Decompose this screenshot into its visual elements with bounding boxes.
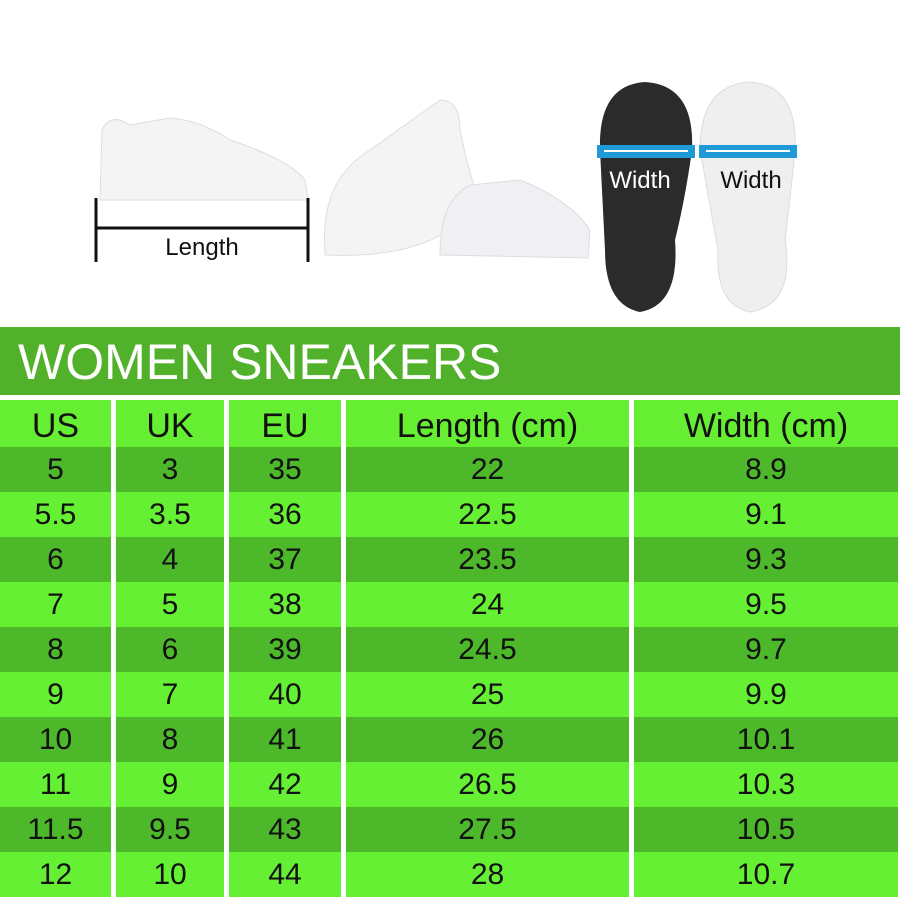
table-cell: 8.9 bbox=[634, 447, 898, 492]
table-cell: 8 bbox=[0, 627, 111, 672]
table-cell: 25 bbox=[346, 672, 629, 717]
table-cell: 9.9 bbox=[634, 672, 898, 717]
table-cell: 5 bbox=[0, 447, 111, 492]
table-cell: 9.5 bbox=[634, 582, 898, 627]
header-eu: EU bbox=[229, 400, 341, 447]
table-cell: 35 bbox=[229, 447, 341, 492]
table-cell: 7 bbox=[0, 582, 111, 627]
shoe-illustrations: Length Width Width bbox=[94, 81, 797, 313]
table-cell: 6 bbox=[116, 627, 224, 672]
column-width: Width (cm) 8.9 9.1 9.3 9.5 9.7 9.9 10.1 10.3 10.5… bbox=[634, 400, 898, 900]
table-cell: 11 bbox=[0, 762, 111, 807]
table-cell: 41 bbox=[229, 717, 341, 762]
table-cell: 12 bbox=[0, 852, 111, 897]
width-label-light: Width bbox=[720, 167, 781, 194]
table-cell: 10.3 bbox=[634, 762, 898, 807]
table-cell: 7 bbox=[116, 672, 224, 717]
table-cell: 36 bbox=[229, 492, 341, 537]
header-us: US bbox=[0, 400, 111, 447]
side-shoe-image bbox=[94, 117, 310, 262]
size-table: US 5 5.5 6 7 8 9 10 11 11.5 12 UK 3 3.5 4 5 6 7 8 9 9.5 10 EU 3… bbox=[0, 400, 900, 900]
table-cell: 10 bbox=[116, 852, 224, 897]
length-label: Length bbox=[165, 234, 238, 261]
table-cell: 10.7 bbox=[634, 852, 898, 897]
table-cell: 40 bbox=[229, 672, 341, 717]
column-uk: UK 3 3.5 4 5 6 7 8 9 9.5 10 bbox=[116, 400, 224, 900]
table-cell: 9.5 bbox=[116, 807, 224, 852]
table-cell: 10 bbox=[0, 717, 111, 762]
table-cell: 10.1 bbox=[634, 717, 898, 762]
table-cell: 22 bbox=[346, 447, 629, 492]
product-images: Length Width Width bbox=[0, 0, 900, 326]
table-cell: 26.5 bbox=[346, 762, 629, 807]
table-cell: 3 bbox=[116, 447, 224, 492]
header-length: Length (cm) bbox=[346, 400, 629, 447]
table-cell: 28 bbox=[346, 852, 629, 897]
table-cell: 9 bbox=[116, 762, 224, 807]
black-sole-image bbox=[597, 82, 695, 312]
table-cell: 4 bbox=[116, 537, 224, 582]
table-cell: 22.5 bbox=[346, 492, 629, 537]
table-cell: 9.7 bbox=[634, 627, 898, 672]
table-cell: 43 bbox=[229, 807, 341, 852]
table-cell: 24 bbox=[346, 582, 629, 627]
table-cell: 44 bbox=[229, 852, 341, 897]
table-cell: 5 bbox=[116, 582, 224, 627]
column-us: US 5 5.5 6 7 8 9 10 11 11.5 12 bbox=[0, 400, 111, 900]
table-cell: 9.1 bbox=[634, 492, 898, 537]
table-cell: 42 bbox=[229, 762, 341, 807]
table-cell: 24.5 bbox=[346, 627, 629, 672]
table-cell: 3.5 bbox=[116, 492, 224, 537]
table-cell: 23.5 bbox=[346, 537, 629, 582]
column-length: Length (cm) 22 22.5 23.5 24 24.5 25 26 26.5 27.5 2… bbox=[346, 400, 629, 900]
column-eu: EU 35 36 37 38 39 40 41 42 43 44 bbox=[229, 400, 341, 900]
table-cell: 26 bbox=[346, 717, 629, 762]
table-cell: 9.3 bbox=[634, 537, 898, 582]
white-sole-image bbox=[699, 81, 797, 313]
table-cell: 37 bbox=[229, 537, 341, 582]
table-cell: 27.5 bbox=[346, 807, 629, 852]
table-cell: 5.5 bbox=[0, 492, 111, 537]
header-uk: UK bbox=[116, 400, 224, 447]
table-cell: 6 bbox=[0, 537, 111, 582]
table-cell: 38 bbox=[229, 582, 341, 627]
table-cell: 11.5 bbox=[0, 807, 111, 852]
header-width: Width (cm) bbox=[634, 400, 898, 447]
table-cell: 10.5 bbox=[634, 807, 898, 852]
table-cell: 8 bbox=[116, 717, 224, 762]
table-cell: 39 bbox=[229, 627, 341, 672]
chart-title: WOMEN SNEAKERS bbox=[0, 327, 900, 395]
table-cell: 9 bbox=[0, 672, 111, 717]
pair-shoes-image bbox=[324, 99, 591, 259]
width-label-dark: Width bbox=[609, 167, 670, 194]
